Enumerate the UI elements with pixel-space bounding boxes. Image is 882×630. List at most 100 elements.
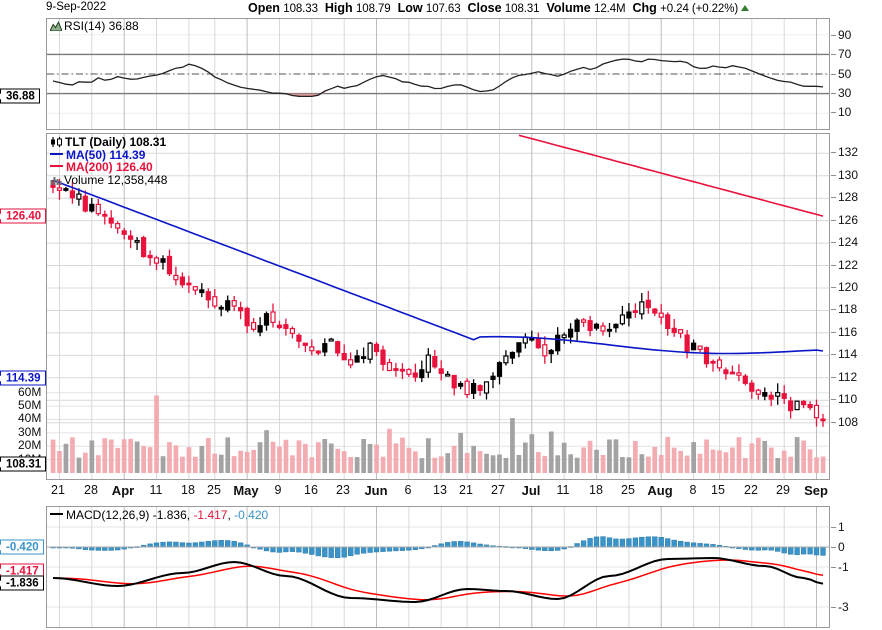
- macd-plot: [47, 507, 829, 627]
- axis-tick: [831, 527, 836, 528]
- rsi-legend-row: RSI(14) 36.88: [50, 20, 139, 33]
- ma200-value-tag: 126.40: [0, 208, 47, 224]
- price-legend: TLT (Daily) 108.31 MA(50) 114.39 MA(200)…: [50, 136, 167, 186]
- x-axis-label-21: 21: [51, 483, 65, 497]
- change-up-arrow-icon: [741, 5, 750, 11]
- macd-legend-row: MACD(12,26,9) -1.836, -1.417, -0.420: [50, 509, 268, 522]
- ma50-line-icon: [50, 152, 63, 155]
- quote-field-low: Low 107.63: [398, 1, 461, 15]
- rsi-value-tag: 36.88: [0, 88, 40, 104]
- axis-tick: [831, 175, 836, 176]
- axis-tick: [831, 309, 836, 310]
- quote-value-change: +0.24 (+0.22%): [660, 3, 739, 15]
- price-legend-ma50: MA(50) 114.39: [66, 147, 146, 162]
- quote-label-open: Open: [248, 1, 280, 15]
- quote-value-close: 108.31: [504, 3, 540, 15]
- axis-tick: [831, 197, 836, 198]
- price-axis-label-108: 108: [838, 415, 859, 429]
- rsi-axis-label-90: 90: [838, 28, 852, 42]
- x-axis-label-23: 23: [336, 483, 350, 497]
- axis-tick: [831, 220, 836, 221]
- volume-axis-label-50M: 50M: [18, 398, 42, 412]
- price-legend-title: TLT (Daily) 108.31: [65, 135, 167, 149]
- quote-label-low: Low: [397, 1, 423, 15]
- macd-hist-tag: -0.420: [0, 539, 44, 555]
- price-plot: [47, 134, 829, 479]
- axis-tick: [831, 287, 836, 288]
- x-axis-label-Jun: Jun: [364, 483, 388, 498]
- price-axis-label-110: 110: [838, 392, 858, 406]
- quote-label-high: High: [324, 1, 353, 15]
- macd-legend-name: MACD(12,26,9): [66, 508, 150, 522]
- axis-tick: [831, 422, 836, 423]
- price-axis-label-122: 122: [838, 258, 859, 272]
- quote-field-volume: Volume 12.4M: [546, 1, 625, 15]
- price-legend-volume-row: Volume 12,358,448: [50, 172, 168, 187]
- axis-tick: [831, 265, 836, 266]
- price-legend-volume: Volume 12,358,448: [64, 172, 168, 187]
- rsi-axis-label-30: 30: [838, 86, 852, 100]
- x-axis-label-13: 13: [433, 483, 447, 497]
- price-legend-ma50-row: MA(50) 114.39: [50, 147, 167, 162]
- rsi-axis-label-70: 70: [838, 47, 852, 61]
- price-axis-label-114: 114: [838, 347, 858, 361]
- axis-tick: [831, 242, 836, 243]
- volume-axis-label-20M: 20M: [18, 438, 42, 452]
- ma200-line-icon: [50, 165, 63, 167]
- x-axis-label-May: May: [233, 483, 259, 498]
- price-legend-title-row: TLT (Daily) 108.31: [50, 136, 167, 149]
- rsi-axis-label-50: 50: [838, 67, 852, 81]
- axis-tick: [831, 54, 836, 55]
- x-axis-label-16: 16: [304, 483, 318, 497]
- axis-tick: [831, 74, 836, 75]
- macd-axis-label-0: 0: [838, 540, 845, 554]
- price-legend-ma200-row: MA(200) 126.40: [50, 161, 167, 174]
- price-axis-label-118: 118: [838, 302, 858, 316]
- x-axis-label-25: 25: [621, 483, 635, 497]
- x-axis-label-11: 11: [556, 483, 570, 497]
- x-axis-label-6: 6: [404, 483, 412, 497]
- x-axis-label-22: 22: [744, 483, 758, 497]
- x-axis-label-21: 21: [459, 483, 473, 497]
- quote-label-volume: Volume: [546, 1, 591, 15]
- axis-tick: [831, 607, 836, 608]
- macd-axis-label-1: 1: [838, 520, 845, 534]
- quote-fields: Open 108.33 High 108.79 Low 107.63 Close 10…: [248, 1, 750, 15]
- quote-field-high: High 108.79: [325, 1, 391, 15]
- macd-legend-macd: -1.836: [152, 508, 187, 522]
- macd-legend-signal: -1.417: [193, 508, 228, 522]
- x-axis-label-29: 29: [776, 483, 790, 497]
- mountain-icon: [50, 21, 62, 31]
- rsi-legend: RSI(14) 36.88: [50, 20, 139, 33]
- axis-tick: [831, 332, 836, 333]
- macd-axis-label-neg3: -3: [838, 600, 849, 614]
- macd-legend-hist: -0.420: [234, 508, 269, 522]
- quote-header: 9-Sep-2022 Open 108.33 High 108.79 Low 107…: [0, 0, 882, 17]
- axis-tick: [831, 93, 836, 94]
- axis-tick: [831, 354, 836, 355]
- x-axis-label-18: 18: [181, 483, 195, 497]
- quote-label-change: Chg: [632, 1, 657, 15]
- x-axis-label-27: 27: [491, 483, 505, 497]
- price-axis-label-132: 132: [838, 145, 859, 159]
- x-axis-label-15: 15: [711, 483, 725, 497]
- price-panel: [46, 133, 830, 480]
- axis-tick: [831, 399, 836, 400]
- macd-panel: [46, 506, 830, 628]
- x-axis-label-28: 28: [84, 483, 98, 497]
- axis-tick: [831, 152, 836, 153]
- axis-tick: [831, 112, 836, 113]
- x-axis-label-Aug: Aug: [647, 483, 673, 498]
- axis-tick: [831, 35, 836, 36]
- price-axis-label-128: 128: [838, 190, 859, 204]
- price-axis-label-112: 112: [838, 370, 858, 384]
- rsi-panel: [46, 18, 830, 130]
- price-axis-label-126: 126: [838, 213, 859, 227]
- quote-value-volume: 12.4M: [594, 3, 626, 15]
- x-axis-label-18: 18: [589, 483, 603, 497]
- ma50-value-tag: 114.39: [0, 370, 46, 386]
- rsi-legend-label: RSI(14) 36.88: [64, 19, 139, 33]
- candlestick-icon: [51, 137, 62, 147]
- last-price-tag: 108.31: [0, 456, 47, 472]
